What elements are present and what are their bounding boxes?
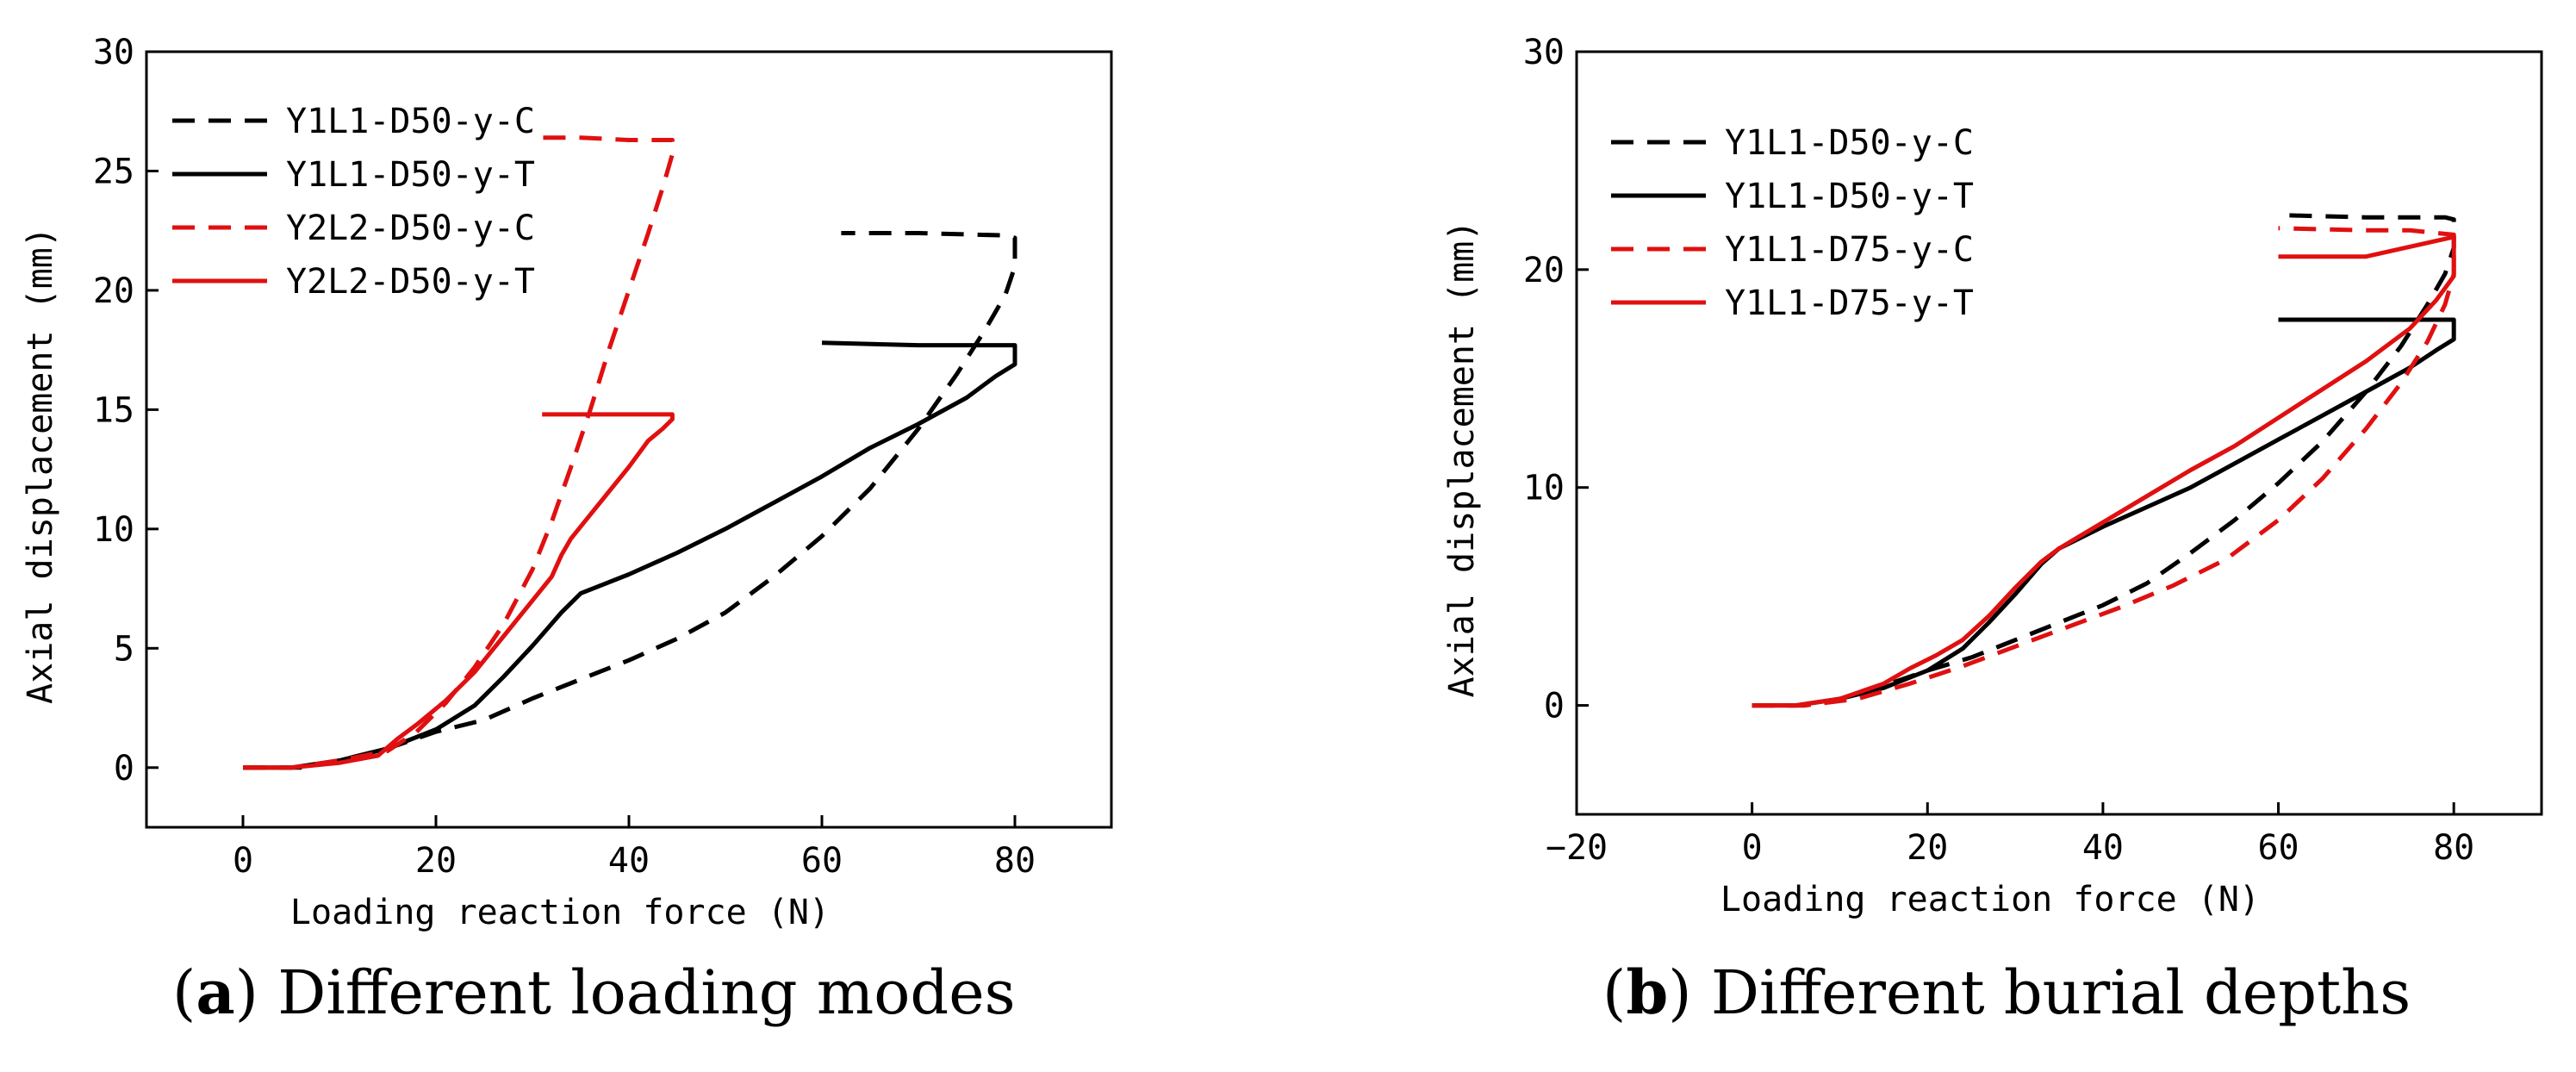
caption-b-text: Different burial depths (1710, 957, 2411, 1028)
legend-label: Y1L1-D50-y-C (1725, 123, 1974, 163)
y-tick-label: 20 (1523, 251, 1565, 290)
legend-label: Y2L2-D50-y-C (286, 209, 535, 248)
plot-frame-b (1575, 50, 2543, 816)
caption-b-letter: b (1626, 957, 1669, 1028)
y-tick-label: 30 (93, 33, 134, 72)
caption-a-letter: a (196, 957, 235, 1028)
y-tick-label: 25 (93, 152, 134, 191)
legend-label: Y1L1-D50-y-T (286, 155, 535, 195)
legend-label: Y1L1-D50-y-C (286, 102, 535, 141)
y-tick-label: 30 (1523, 33, 1565, 72)
x-tick-label: 60 (2257, 828, 2299, 868)
x-tick-label: 0 (1742, 828, 1763, 868)
caption-b: (b) Different burial depths (1602, 957, 2411, 1028)
y-axis-label: Axial displacement (mm) (21, 227, 60, 704)
y-tick-label: 10 (1523, 469, 1565, 508)
x-tick-label: 20 (1907, 828, 1948, 868)
caption-a: (a) Different loading modes (172, 957, 1016, 1028)
legend-label: Y1L1-D50-y-T (1725, 177, 1974, 216)
x-tick-label: 80 (994, 841, 1036, 881)
x-tick-label: 60 (801, 841, 843, 881)
y-tick-label: 5 (114, 629, 134, 669)
x-tick-label: 40 (2082, 828, 2124, 868)
chart-b: −20 0 20 40 60 80 0 10 20 30 Loading reaction forc… (1442, 33, 2543, 919)
series-line-y1l1-d50-y-c (243, 231, 1017, 770)
y-tick-label: 15 (93, 390, 134, 430)
x-tick-label: 80 (2433, 828, 2474, 868)
x-tick-label: 40 (608, 841, 650, 881)
x-tick-label: 20 (415, 841, 457, 881)
x-tick-label: 0 (233, 841, 253, 881)
y-axis-label: Axial displacement (mm) (1442, 221, 1482, 698)
series-line-y2l2-d50-y-c (243, 135, 675, 770)
series-line-y2l2-d50-y-t (243, 412, 675, 770)
legend-label: Y2L2-D50-y-T (286, 262, 535, 302)
y-tick-label: 0 (114, 749, 134, 788)
x-tick-label: −20 (1546, 828, 1608, 868)
legend-label: Y1L1-D75-y-T (1725, 284, 1974, 323)
series-line-y1l1-d75-y-t (1752, 234, 2456, 708)
y-tick-label: 0 (1544, 687, 1565, 726)
x-axis-label: Loading reaction force (N) (290, 893, 830, 932)
caption-a-text: Different loading modes (277, 957, 1016, 1028)
y-tick-label: 10 (93, 510, 134, 550)
y-tick-label: 20 (93, 271, 134, 311)
series-line-y1l1-d50-y-t (243, 340, 1017, 770)
legend-label: Y1L1-D75-y-C (1725, 230, 1974, 270)
series-line-y1l1-d50-y-t (1752, 317, 2456, 708)
x-axis-label: Loading reaction force (N) (1720, 880, 2260, 919)
chart-a: 0 20 40 60 80 0 5 10 15 20 25 30 Loading reaction fo… (21, 33, 1113, 932)
